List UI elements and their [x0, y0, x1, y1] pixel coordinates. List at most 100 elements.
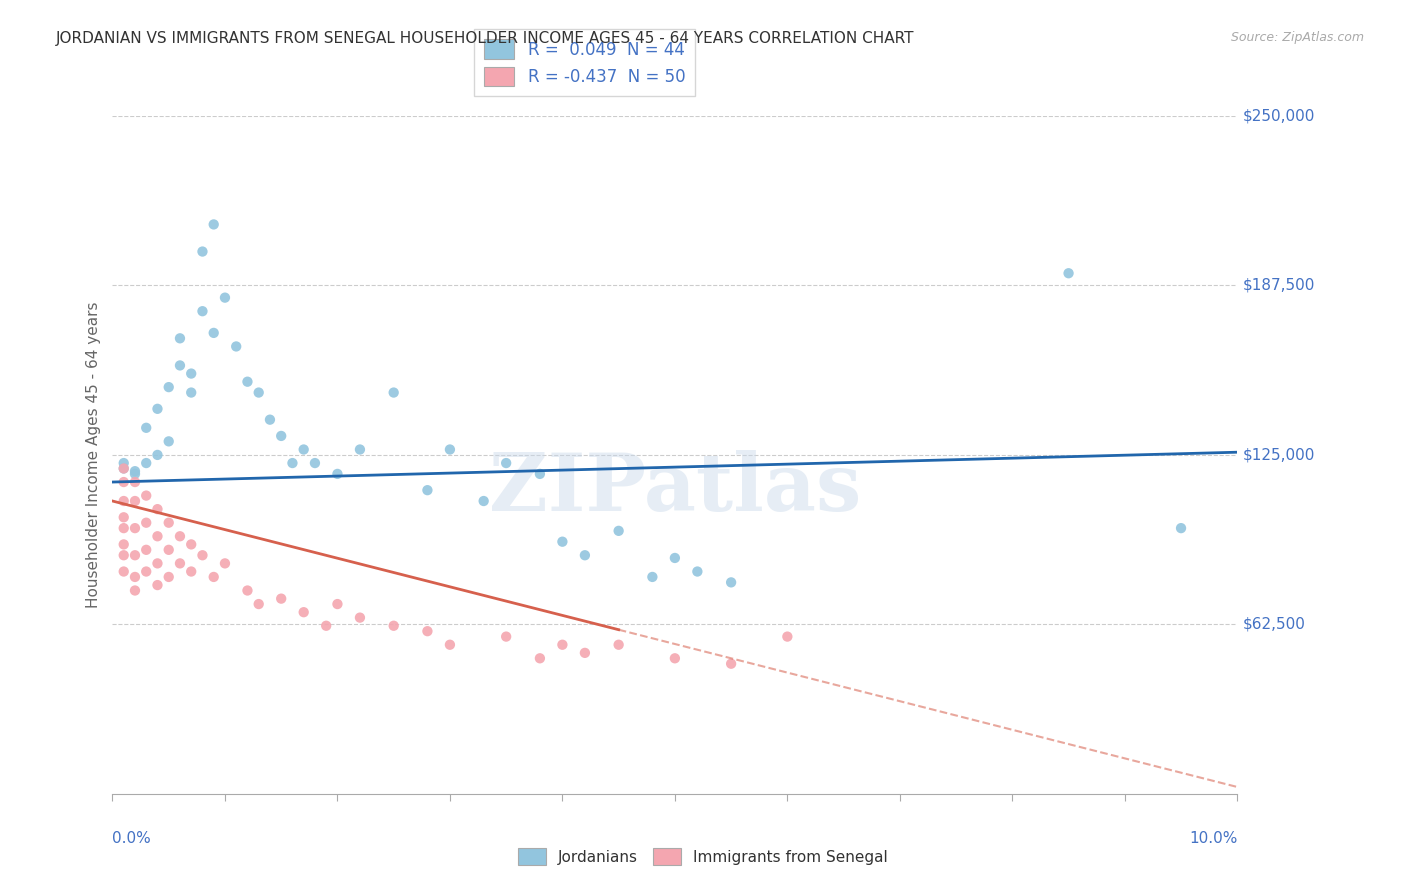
Point	[135, 456, 157, 470]
Point	[146, 448, 169, 462]
Point	[124, 464, 146, 478]
Text: JORDANIAN VS IMMIGRANTS FROM SENEGAL HOUSEHOLDER INCOME AGES 45 - 64 YEARS CORRE: JORDANIAN VS IMMIGRANTS FROM SENEGAL HOU…	[56, 31, 915, 46]
Point	[214, 291, 236, 305]
Point	[720, 575, 742, 590]
Point	[124, 570, 146, 584]
Point	[1057, 266, 1080, 280]
Point	[495, 630, 517, 644]
Point	[202, 326, 225, 340]
Point	[112, 475, 135, 489]
Point	[236, 583, 259, 598]
Point	[180, 565, 202, 579]
Legend: Jordanians, Immigrants from Senegal: Jordanians, Immigrants from Senegal	[512, 842, 894, 871]
Point	[1170, 521, 1192, 535]
Point	[664, 651, 686, 665]
Point	[169, 359, 191, 373]
Point	[146, 578, 169, 592]
Point	[607, 524, 630, 538]
Point	[225, 339, 247, 353]
Text: $125,000: $125,000	[1243, 448, 1315, 462]
Point	[135, 565, 157, 579]
Y-axis label: Householder Income Ages 45 - 64 years: Householder Income Ages 45 - 64 years	[86, 301, 101, 608]
Point	[202, 218, 225, 232]
Point	[180, 537, 202, 551]
Point	[472, 494, 495, 508]
Point	[124, 494, 146, 508]
Point	[135, 516, 157, 530]
Point	[439, 442, 461, 457]
Point	[112, 461, 135, 475]
Point	[270, 591, 292, 606]
Text: 0.0%: 0.0%	[112, 831, 152, 847]
Point	[529, 467, 551, 481]
Point	[112, 537, 135, 551]
Text: Source: ZipAtlas.com: Source: ZipAtlas.com	[1230, 31, 1364, 45]
Text: $250,000: $250,000	[1243, 109, 1315, 123]
Point	[112, 456, 135, 470]
Point	[112, 510, 135, 524]
Point	[270, 429, 292, 443]
Point	[495, 456, 517, 470]
Point	[112, 521, 135, 535]
Point	[124, 521, 146, 535]
Point	[776, 630, 799, 644]
Point	[574, 548, 596, 562]
Text: 10.0%: 10.0%	[1189, 831, 1237, 847]
Point	[292, 442, 315, 457]
Point	[349, 610, 371, 624]
Point	[180, 385, 202, 400]
Point	[112, 548, 135, 562]
Point	[686, 565, 709, 579]
Point	[146, 401, 169, 416]
Point	[157, 542, 180, 557]
Point	[157, 434, 180, 449]
Point	[292, 605, 315, 619]
Point	[146, 502, 169, 516]
Point	[135, 421, 157, 435]
Point	[157, 516, 180, 530]
Point	[146, 529, 169, 543]
Point	[124, 548, 146, 562]
Point	[112, 494, 135, 508]
Point	[551, 638, 574, 652]
Point	[349, 442, 371, 457]
Point	[135, 542, 157, 557]
Point	[551, 534, 574, 549]
Point	[641, 570, 664, 584]
Legend: R =  0.049  N = 44, R = -0.437  N = 50: R = 0.049 N = 44, R = -0.437 N = 50	[474, 29, 696, 96]
Point	[135, 489, 157, 503]
Point	[191, 244, 214, 259]
Point	[281, 456, 304, 470]
Text: $62,500: $62,500	[1243, 617, 1306, 632]
Point	[236, 375, 259, 389]
Point	[382, 385, 405, 400]
Point	[326, 597, 349, 611]
Point	[169, 557, 191, 571]
Point	[247, 597, 270, 611]
Point	[304, 456, 326, 470]
Point	[169, 331, 191, 345]
Point	[416, 624, 439, 639]
Point	[191, 548, 214, 562]
Point	[315, 619, 337, 633]
Text: $187,500: $187,500	[1243, 278, 1315, 293]
Point	[720, 657, 742, 671]
Point	[180, 367, 202, 381]
Point	[247, 385, 270, 400]
Point	[416, 483, 439, 498]
Point	[124, 583, 146, 598]
Point	[157, 380, 180, 394]
Point	[529, 651, 551, 665]
Text: ZIPatlas: ZIPatlas	[489, 450, 860, 528]
Point	[124, 475, 146, 489]
Point	[382, 619, 405, 633]
Point	[191, 304, 214, 318]
Point	[607, 638, 630, 652]
Point	[439, 638, 461, 652]
Point	[214, 557, 236, 571]
Point	[259, 412, 281, 426]
Point	[157, 570, 180, 584]
Point	[112, 565, 135, 579]
Point	[124, 467, 146, 481]
Point	[574, 646, 596, 660]
